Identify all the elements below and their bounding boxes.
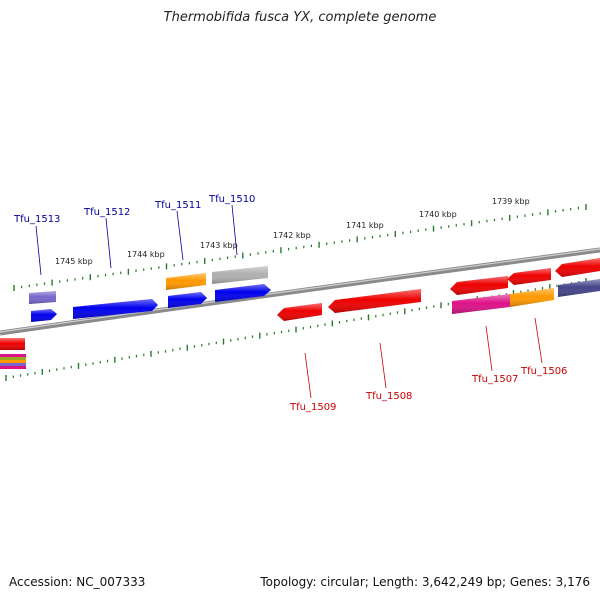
gene-red-1-shade bbox=[507, 268, 551, 285]
scale-label-1742: 1742 kbp bbox=[273, 231, 311, 240]
label-tfu-1508[interactable]: Tfu_1508 bbox=[365, 391, 412, 402]
scale-ticks-top bbox=[13, 204, 587, 291]
gene-left-stripe-2[interactable] bbox=[0, 357, 26, 360]
scale-label-1744: 1744 kbp bbox=[127, 250, 165, 259]
gene-tfu-1507-shade bbox=[452, 294, 510, 314]
scale-label-1740: 1740 kbp bbox=[419, 210, 457, 219]
gene-tfu-1508-shade bbox=[328, 289, 421, 313]
forward-gene-labels: Tfu_1513 Tfu_1512 Tfu_1511 Tfu_1510 bbox=[13, 194, 255, 276]
genome-summary-text: Topology: circular; Length: 3,642,249 bp… bbox=[260, 575, 590, 589]
gene-tfu-1510-shade bbox=[215, 284, 271, 302]
reverse-gene-labels: Tfu_1509 Tfu_1508 Tfu_1507 Tfu_1506 bbox=[289, 317, 567, 413]
gene-left-stripe-5[interactable] bbox=[0, 366, 26, 369]
gene-red-2-shade bbox=[555, 258, 600, 277]
gene-tfu-1507-top-shade bbox=[450, 276, 508, 295]
label-tfu-1512[interactable]: Tfu_1512 bbox=[83, 207, 130, 218]
leader-tfu-1512 bbox=[105, 217, 112, 269]
map-title: Thermobifida fusca YX, complete genome bbox=[163, 10, 437, 25]
gene-navy-shade bbox=[558, 279, 600, 297]
label-tfu-1513[interactable]: Tfu_1513 bbox=[13, 214, 60, 225]
genome-backbone bbox=[0, 247, 600, 336]
label-tfu-1507[interactable]: Tfu_1507 bbox=[471, 374, 518, 385]
scale-labels: 1745 kbp 1744 kbp 1743 kbp 1742 kbp 1741… bbox=[55, 197, 530, 266]
leader-tfu-1513 bbox=[35, 225, 42, 276]
scale-label-1743: 1743 kbp bbox=[200, 241, 238, 250]
gene-left-red-shade bbox=[0, 338, 25, 350]
gene-tfu-1513-b-shade bbox=[31, 309, 57, 322]
label-tfu-1511[interactable]: Tfu_1511 bbox=[154, 200, 201, 211]
leader-tfu-1506 bbox=[534, 317, 543, 364]
leader-tfu-1507 bbox=[485, 325, 493, 372]
leader-tfu-1508 bbox=[379, 342, 387, 389]
label-tfu-1506[interactable]: Tfu_1506 bbox=[520, 366, 567, 377]
genome-backbone-highlight bbox=[0, 248, 600, 333]
reverse-genes bbox=[277, 258, 600, 321]
leader-tfu-1511 bbox=[176, 210, 184, 261]
scale-label-1745: 1745 kbp bbox=[55, 257, 93, 266]
gene-gray-shade bbox=[212, 266, 268, 284]
gene-left-stripe-4[interactable] bbox=[0, 363, 26, 366]
gene-tfu-1513-shade bbox=[29, 291, 56, 304]
gene-tfu-1512-shade bbox=[73, 299, 158, 319]
leader-tfu-1510 bbox=[231, 204, 238, 256]
scale-label-1741: 1741 kbp bbox=[346, 221, 384, 230]
accession-text: Accession: NC_007333 bbox=[9, 575, 146, 589]
label-tfu-1510[interactable]: Tfu_1510 bbox=[208, 194, 255, 205]
leader-tfu-1509 bbox=[304, 352, 312, 399]
gene-left-stripe-1[interactable] bbox=[0, 354, 26, 357]
forward-genes bbox=[0, 266, 271, 369]
gene-tfu-1509-shade bbox=[277, 303, 322, 321]
scale-label-1739: 1739 kbp bbox=[492, 197, 530, 206]
label-tfu-1509[interactable]: Tfu_1509 bbox=[289, 402, 336, 413]
gene-tfu-1506-shade bbox=[510, 288, 554, 307]
gene-tfu-1511-b-shade bbox=[168, 292, 207, 308]
gene-left-stripe-3[interactable] bbox=[0, 360, 26, 363]
gene-tfu-1511-shade bbox=[166, 273, 206, 290]
